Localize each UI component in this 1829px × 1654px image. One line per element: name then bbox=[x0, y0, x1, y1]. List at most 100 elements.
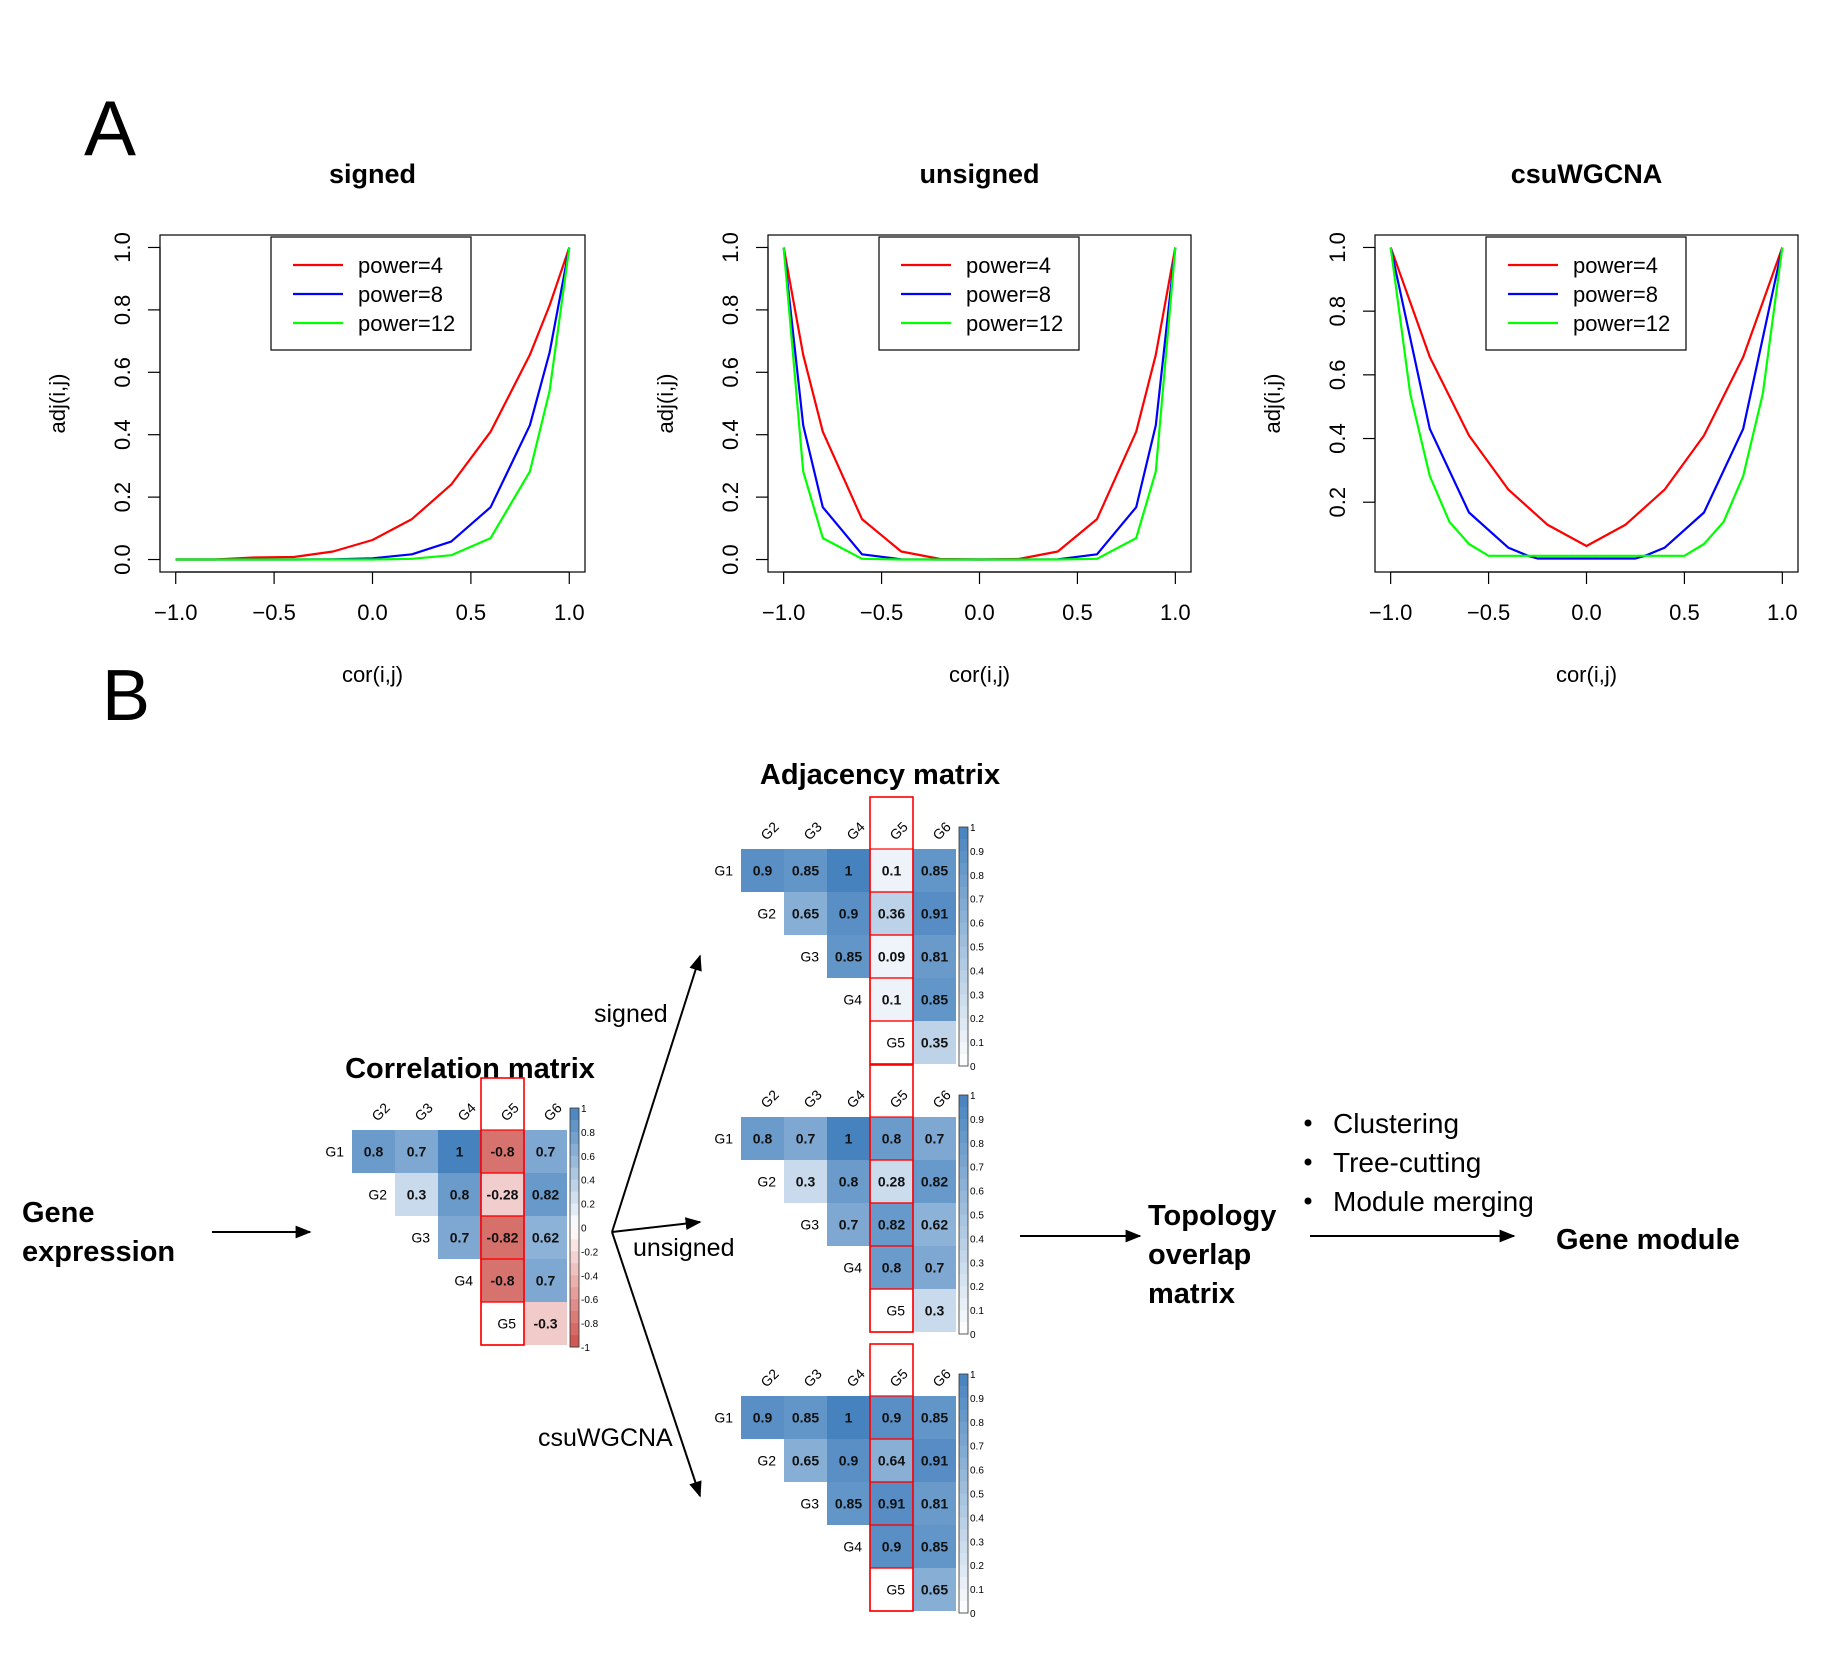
cell-value: 0.3 bbox=[407, 1187, 427, 1203]
heatmap-cell bbox=[481, 1259, 524, 1302]
colorbar-tick-label: 0.9 bbox=[970, 1115, 984, 1126]
cell-value: 0.85 bbox=[792, 863, 819, 879]
y-axis-label: adj(i,j) bbox=[45, 374, 70, 434]
colorbar-tick-label: 0.6 bbox=[581, 1152, 595, 1163]
heatmap-cell bbox=[870, 1117, 913, 1160]
cell-value: 0.81 bbox=[921, 1496, 948, 1512]
legend-entry: power=12 bbox=[358, 311, 455, 336]
colorbar-tick-label: 0.2 bbox=[970, 1561, 984, 1572]
heatmap-cell bbox=[827, 1396, 870, 1439]
column-label: G5 bbox=[886, 1365, 911, 1390]
colorbar-segment bbox=[959, 827, 968, 840]
x-tick-label: −0.5 bbox=[1467, 600, 1510, 625]
colorbar-tick-label: 1 bbox=[970, 1370, 976, 1381]
cell-value: 1 bbox=[845, 1131, 853, 1147]
heatmap-cell bbox=[913, 849, 956, 892]
csuwgcna-chart: csuWGCNA −1.0 −0.5 0.0 0.5 1.0 cor(i,j) 0.2 0.4 0… bbox=[1260, 159, 1799, 687]
y-tick-label: 1.0 bbox=[718, 232, 743, 263]
colorbar-segment bbox=[959, 1118, 968, 1132]
colorbar-tick-label: -0.2 bbox=[581, 1247, 599, 1258]
colorbar-tick-label: 0.8 bbox=[970, 871, 984, 882]
colorbar-segment bbox=[959, 1469, 968, 1483]
colorbar-tick-label: 0.2 bbox=[970, 1014, 984, 1025]
column-label: G3 bbox=[411, 1099, 436, 1124]
row-label: G5 bbox=[886, 1035, 905, 1051]
colorbar-tick-label: 0.1 bbox=[970, 1585, 984, 1596]
cell-value: 0.7 bbox=[839, 1217, 859, 1233]
heatmap-cell bbox=[870, 1203, 913, 1246]
colorbar-segment bbox=[959, 910, 968, 924]
colorbar-segment bbox=[959, 1481, 968, 1494]
column-label: G4 bbox=[843, 1086, 868, 1111]
series-line bbox=[782, 247, 1177, 561]
chart-title: signed bbox=[329, 159, 416, 189]
colorbar-segment bbox=[959, 1421, 968, 1435]
heatmap-cell bbox=[870, 1482, 913, 1525]
colorbar-tick-label: -0.6 bbox=[581, 1295, 599, 1306]
x-axis-label: cor(i,j) bbox=[1556, 662, 1617, 687]
step-bullet bbox=[1304, 1158, 1312, 1166]
heatmap-cell bbox=[913, 1396, 956, 1439]
cell-value: 0.9 bbox=[753, 863, 773, 879]
heatmap-cell bbox=[870, 1246, 913, 1289]
cell-value: 0.7 bbox=[407, 1144, 427, 1160]
cell-value: 1 bbox=[845, 1410, 853, 1426]
colorbar-tick-label: 0.7 bbox=[970, 1442, 984, 1453]
y-axis-label: adj(i,j) bbox=[1260, 374, 1285, 434]
row-label: G2 bbox=[757, 1174, 776, 1190]
colorbar-segment bbox=[570, 1299, 579, 1312]
heatmap-cell bbox=[870, 978, 913, 1021]
x-tick-label: 0.5 bbox=[1669, 600, 1700, 625]
colorbar-tick-label: 0.2 bbox=[970, 1282, 984, 1293]
x-tick-label: 0.0 bbox=[964, 600, 995, 625]
heatmap-cell bbox=[870, 935, 913, 978]
cell-value: 0.65 bbox=[792, 906, 819, 922]
cell-value: 0.64 bbox=[878, 1453, 905, 1469]
panel-label-b: B bbox=[102, 656, 150, 736]
heatmap-cell bbox=[827, 849, 870, 892]
adjacency-matrix-signed: Adjacency matrix G2 G3 G4 G5 G6 G1 0.9 0.85 1 0.1 0… bbox=[714, 759, 1000, 1073]
heatmap-cell bbox=[741, 1117, 784, 1160]
heatmap-cell bbox=[870, 1160, 913, 1203]
colorbar-segment bbox=[959, 1226, 968, 1239]
y-tick-label: 0.0 bbox=[110, 544, 135, 575]
cell-value: 0.36 bbox=[878, 906, 905, 922]
cell-value: 0.8 bbox=[882, 1131, 902, 1147]
column-label: G5 bbox=[886, 1086, 911, 1111]
cell-value: 0.8 bbox=[882, 1260, 902, 1276]
legend-entry: power=12 bbox=[1573, 311, 1670, 336]
colorbar-segment bbox=[959, 982, 968, 995]
cell-value: 0.1 bbox=[882, 863, 902, 879]
heatmap-cell bbox=[784, 1439, 827, 1482]
plot-area bbox=[1389, 247, 1784, 560]
row-label: G3 bbox=[800, 1217, 819, 1233]
colorbar-segment bbox=[570, 1131, 579, 1145]
heatmap-cell bbox=[438, 1173, 481, 1216]
colorbar-segment bbox=[959, 1250, 968, 1263]
heatmap-cell bbox=[913, 1482, 956, 1525]
x-tick-label: −1.0 bbox=[762, 600, 805, 625]
heatmap-cell bbox=[784, 849, 827, 892]
x-tick-label: −0.5 bbox=[252, 600, 295, 625]
series-line bbox=[175, 247, 571, 561]
heatmap-cell bbox=[784, 1160, 827, 1203]
y-tick-label: 0.4 bbox=[718, 419, 743, 450]
row-label: G5 bbox=[886, 1303, 905, 1319]
x-tick-label: 0.5 bbox=[1062, 600, 1093, 625]
plot-area bbox=[782, 247, 1177, 561]
arrow-to-unsigned bbox=[611, 1217, 702, 1233]
cell-value: 0.65 bbox=[921, 1582, 948, 1598]
colorbar-segment bbox=[959, 1529, 968, 1542]
step-tree-cutting: Tree-cutting bbox=[1333, 1147, 1481, 1178]
legend-entry: power=4 bbox=[1573, 253, 1658, 278]
cell-value: 0.7 bbox=[450, 1230, 470, 1246]
legend-entry: power=12 bbox=[966, 311, 1063, 336]
heatmap-cell bbox=[913, 1289, 956, 1332]
cell-value: 0.09 bbox=[878, 949, 905, 965]
colorbar-segment bbox=[959, 1298, 968, 1311]
adjacency-matrix-csuwgcna: G2 G3 G4 G5 G6 G1 0.9 0.85 1 0.9 0.85 G2 0.65 0.9 0.64… bbox=[714, 1343, 984, 1620]
colorbar-segment bbox=[570, 1155, 579, 1169]
cell-value: 1 bbox=[845, 863, 853, 879]
colorbar-tick-label: 0.4 bbox=[970, 1234, 984, 1245]
